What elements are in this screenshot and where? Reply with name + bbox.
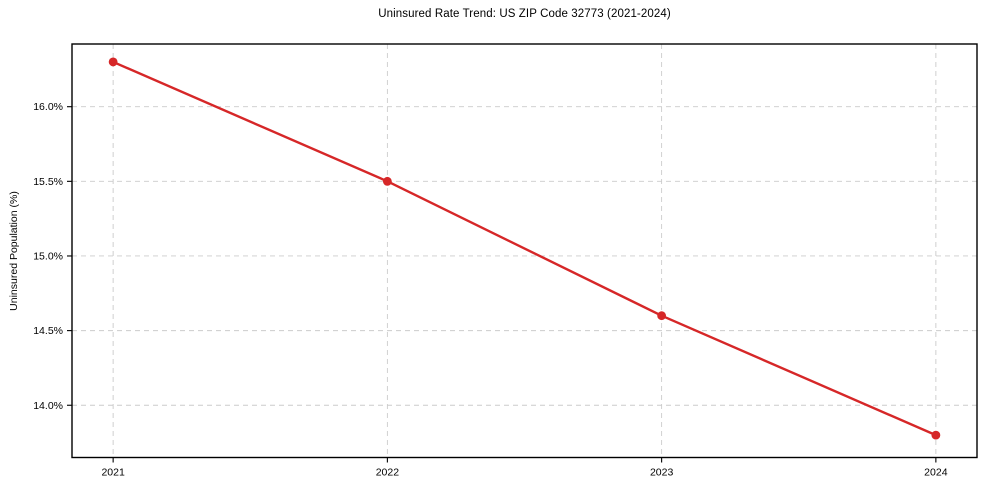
y-tick-label: 14.5%	[33, 325, 63, 337]
chart-title: Uninsured Rate Trend: US ZIP Code 32773 …	[378, 8, 671, 20]
plot-border	[71, 43, 978, 459]
data-point-marker	[657, 311, 667, 321]
y-tick-label: 15.0%	[33, 250, 63, 262]
data-point-marker	[382, 176, 392, 186]
trend-line	[111, 60, 938, 437]
x-tick-label: 2024	[924, 467, 948, 479]
x-tick-label: 2023	[650, 467, 674, 479]
data-point-marker	[931, 430, 941, 440]
y-tick-label: 16.0%	[33, 101, 63, 113]
y-tick-label: 15.5%	[33, 176, 63, 188]
data-point-marker	[108, 57, 118, 67]
x-tick-label: 2021	[101, 467, 125, 479]
y-tick-label: 14.0%	[33, 400, 63, 412]
x-tick-label: 2022	[376, 467, 400, 479]
